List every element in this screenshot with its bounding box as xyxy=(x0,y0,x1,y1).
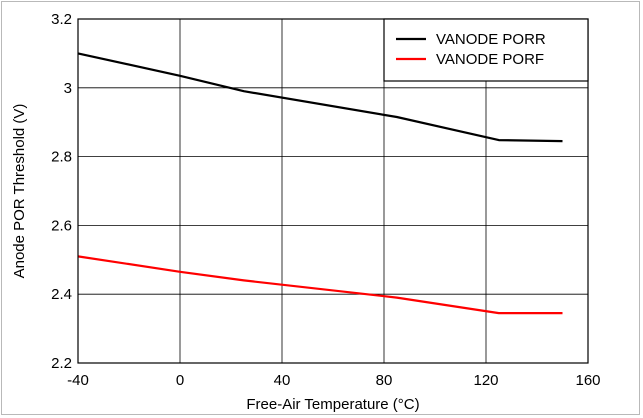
x-tick-label: 120 xyxy=(473,372,498,389)
x-tick-label: -40 xyxy=(67,372,89,389)
x-tick-label: 160 xyxy=(575,372,600,389)
legend-label: VANODE PORF xyxy=(436,51,544,68)
legend: VANODE PORR VANODE PORF xyxy=(383,18,589,82)
x-tick-labels: -40 0 40 80 120 160 xyxy=(67,372,600,389)
x-tick-label: 40 xyxy=(274,372,291,389)
x-tick-label: 0 xyxy=(176,372,184,389)
series-line xyxy=(77,52,563,143)
y-tick-label: 2.4 xyxy=(51,286,72,303)
y-tick-label: 2.6 xyxy=(51,217,72,234)
y-tick-labels: 2.2 2.4 2.6 2.8 3 3.2 xyxy=(51,11,72,372)
x-axis-title: Free-Air Temperature (°C) xyxy=(246,396,419,413)
y-axis-title: Anode POR Threshold (V) xyxy=(11,104,28,279)
legend-label: VANODE PORR xyxy=(436,31,546,48)
series-line xyxy=(77,255,563,315)
plot-area xyxy=(77,18,589,364)
y-tick-label: 3 xyxy=(64,80,72,97)
legend-box xyxy=(383,18,589,82)
y-tick-label: 3.2 xyxy=(51,11,72,28)
y-tick-label: 2.8 xyxy=(51,149,72,166)
y-tick-label: 2.2 xyxy=(51,355,72,372)
x-tick-label: 80 xyxy=(376,372,393,389)
series-lines xyxy=(77,52,563,315)
